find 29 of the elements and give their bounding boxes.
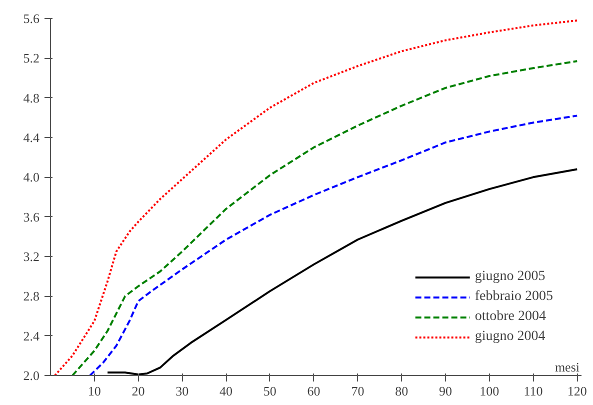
- x-axis-title: mesi: [554, 360, 580, 374]
- y-tick-label: 3.2: [23, 249, 40, 264]
- legend-label: giugno 2005: [474, 269, 546, 285]
- x-tick-label: 70: [351, 384, 364, 398]
- y-tick-label: 2.8: [23, 288, 40, 304]
- y-tick-label: 4.4: [23, 130, 40, 145]
- legend-label: febbraio 2005: [474, 289, 553, 305]
- legend-label: giugno 2004: [474, 329, 546, 345]
- y-tick-label: 4.0: [23, 170, 40, 185]
- x-tick-label: 30: [176, 384, 189, 398]
- y-tick-label: 5.2: [23, 50, 40, 66]
- x-tick-label: 120: [567, 384, 587, 398]
- x-tick-label: 40: [220, 384, 233, 398]
- y-tick-label: 2.4: [23, 328, 40, 344]
- y-tick-label: 3.6: [23, 209, 40, 224]
- x-tick-label: 110: [524, 384, 543, 398]
- x-tick-label: 20: [132, 384, 145, 398]
- x-tick-label: 80: [395, 384, 408, 398]
- line-series: [106, 168, 578, 376]
- x-tick-label: 100: [480, 384, 500, 398]
- x-tick-label: 50: [263, 384, 276, 398]
- x-tick-label: 90: [438, 384, 452, 398]
- y-tick-label: 4.8: [23, 90, 40, 106]
- x-tick-label: 60: [307, 384, 320, 398]
- legend-label: ottobre 2004: [474, 309, 546, 325]
- line-series: [88, 114, 578, 376]
- y-tick-label: 5.6: [23, 11, 40, 26]
- y-tick-label: 2.0: [23, 368, 40, 383]
- x-tick-label: 10: [88, 384, 101, 398]
